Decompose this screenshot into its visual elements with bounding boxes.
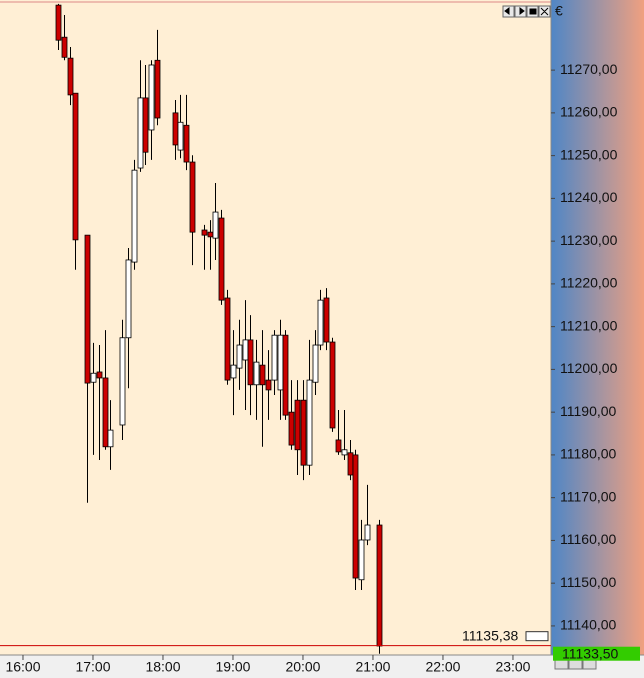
candle-body <box>376 524 383 647</box>
candle-body <box>300 399 307 466</box>
candle-body <box>172 112 179 146</box>
x-tick-label: 17:00 <box>75 659 110 675</box>
candle-body <box>183 124 190 163</box>
x-tick-label: 20:00 <box>285 659 320 675</box>
candle-body <box>142 97 149 153</box>
x-tick-label: 16:00 <box>5 659 40 675</box>
candle-body <box>323 297 330 343</box>
candle-body <box>341 449 348 456</box>
bid-price-box <box>553 646 640 661</box>
candle-body <box>259 364 266 386</box>
candle-body <box>212 211 219 239</box>
candle-body <box>335 439 342 453</box>
candle-body <box>189 161 196 233</box>
candle-body <box>137 97 144 169</box>
candle-body <box>294 399 301 451</box>
last-price-label: 11135,38 <box>462 627 519 643</box>
time-axis <box>0 655 644 678</box>
y-tick-label: 11200,00 <box>560 360 618 376</box>
candle-body <box>247 339 254 386</box>
currency: € <box>555 3 563 19</box>
candle-body <box>201 229 208 236</box>
candle-body <box>277 334 284 391</box>
candle-body <box>96 371 103 379</box>
y-tick-label: 11160,00 <box>560 531 617 547</box>
candle-body <box>253 361 260 386</box>
candle-body <box>312 344 319 383</box>
plot-area <box>0 0 551 655</box>
candle-body <box>72 92 79 241</box>
y-tick-label: 11190,00 <box>560 403 617 419</box>
last-price-icon <box>525 631 549 642</box>
candle-body <box>306 379 313 466</box>
y-tick-label: 11270,00 <box>560 61 618 77</box>
candle-body <box>364 524 371 541</box>
button-icons <box>504 7 549 16</box>
y-tick-label: 11250,00 <box>560 146 618 162</box>
candle-body <box>282 334 289 416</box>
candle-body <box>236 344 243 369</box>
candle-body <box>207 231 214 238</box>
price-axis <box>551 0 644 655</box>
window-buttons[interactable] <box>502 5 551 18</box>
candle-body <box>265 379 272 391</box>
x-tick-label: 21:00 <box>355 659 390 675</box>
candle-body <box>84 234 91 384</box>
x-tick-label: 22:00 <box>425 659 460 675</box>
candle-body <box>288 411 295 446</box>
candle-body <box>242 339 249 361</box>
candle-body <box>67 57 74 96</box>
candle-body <box>125 259 132 339</box>
y-tick-label: 11260,00 <box>560 104 618 120</box>
x-tick-label: 19:00 <box>215 659 250 675</box>
x-tick-label: 18:00 <box>145 659 180 675</box>
y-tick-label: 11180,00 <box>560 446 617 462</box>
y-tick-label: 11140,00 <box>560 617 617 633</box>
candle-body <box>61 36 68 58</box>
candle-body <box>90 372 97 383</box>
candle-body <box>224 297 231 381</box>
y-tick-label: 11220,00 <box>560 275 618 291</box>
candle-body <box>131 169 138 263</box>
candle-body <box>271 334 278 381</box>
y-tick-label: 11210,00 <box>560 317 618 333</box>
y-tick-label: 11170,00 <box>560 488 617 504</box>
candle-body <box>148 64 155 131</box>
candle-body <box>329 341 336 429</box>
candle-body <box>102 377 109 448</box>
y-tick-label: 11240,00 <box>560 189 618 205</box>
candle-body <box>317 299 324 346</box>
bid-price-label: 11133,50 <box>562 645 619 661</box>
y-tick-label: 11230,00 <box>560 232 618 248</box>
candle-body <box>347 452 354 476</box>
candle-body <box>55 4 62 41</box>
y-tick-label: 11150,00 <box>560 574 617 590</box>
candle-body <box>107 429 114 448</box>
candle-body <box>177 121 184 151</box>
candle-body <box>218 217 225 301</box>
x-tick-label: 23:00 <box>495 659 530 675</box>
candle-body <box>230 364 237 379</box>
candle-body <box>119 337 126 426</box>
candle-body <box>154 59 161 119</box>
candle-body <box>358 539 365 581</box>
candle-body <box>352 454 359 579</box>
